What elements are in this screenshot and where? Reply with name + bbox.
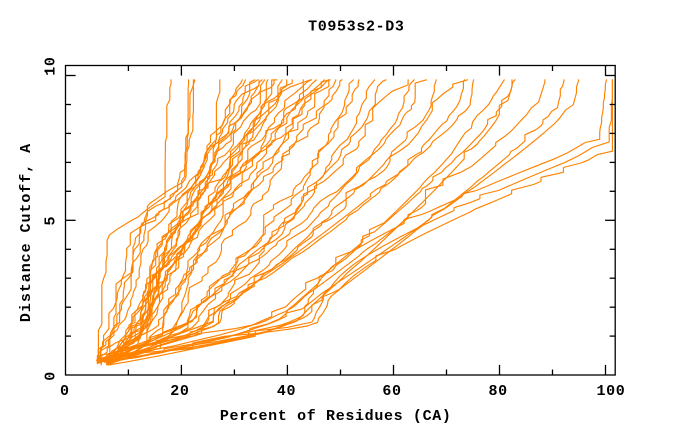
- svg-text:100: 100: [596, 383, 625, 400]
- svg-text:5: 5: [43, 216, 60, 226]
- svg-text:40: 40: [277, 383, 296, 400]
- svg-text:Percent of Residues (CA): Percent of Residues (CA): [220, 408, 452, 425]
- svg-text:20: 20: [170, 383, 189, 400]
- svg-text:T0953s2-D3: T0953s2-D3: [308, 19, 405, 36]
- svg-text:0: 0: [60, 383, 70, 400]
- svg-text:0: 0: [43, 371, 60, 381]
- svg-text:10: 10: [43, 56, 60, 75]
- svg-text:80: 80: [488, 383, 507, 400]
- svg-text:Distance Cutoff, A: Distance Cutoff, A: [18, 143, 35, 322]
- svg-text:60: 60: [382, 383, 401, 400]
